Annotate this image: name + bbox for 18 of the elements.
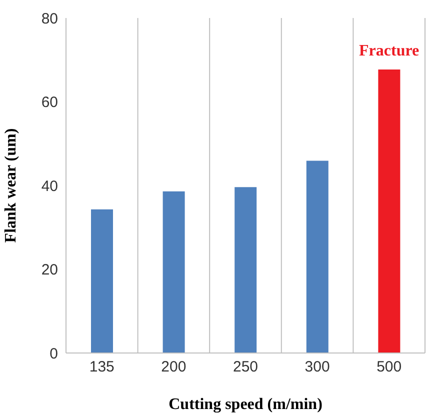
x-tick-label: 250	[232, 358, 258, 376]
y-tick-label: 20	[41, 262, 58, 279]
bar	[91, 209, 113, 353]
y-tick-label: 60	[41, 94, 58, 112]
bar	[234, 187, 257, 353]
x-axis-title: Cutting speed (m/min)	[168, 396, 322, 413]
y-tick-label: 80	[41, 10, 58, 28]
x-tick-label: 500	[376, 358, 402, 376]
annotation: Fracture	[359, 42, 420, 60]
bar	[162, 191, 185, 353]
x-tick-label: 300	[304, 358, 330, 376]
y-axis-title: Flank wear (um)	[2, 128, 20, 243]
bar	[378, 70, 400, 353]
x-tick-label: 135	[89, 358, 114, 376]
y-tick-label: 40	[41, 178, 58, 195]
bar	[306, 160, 328, 353]
y-tick-label: 0	[50, 345, 58, 362]
x-tick-label: 200	[161, 358, 186, 376]
